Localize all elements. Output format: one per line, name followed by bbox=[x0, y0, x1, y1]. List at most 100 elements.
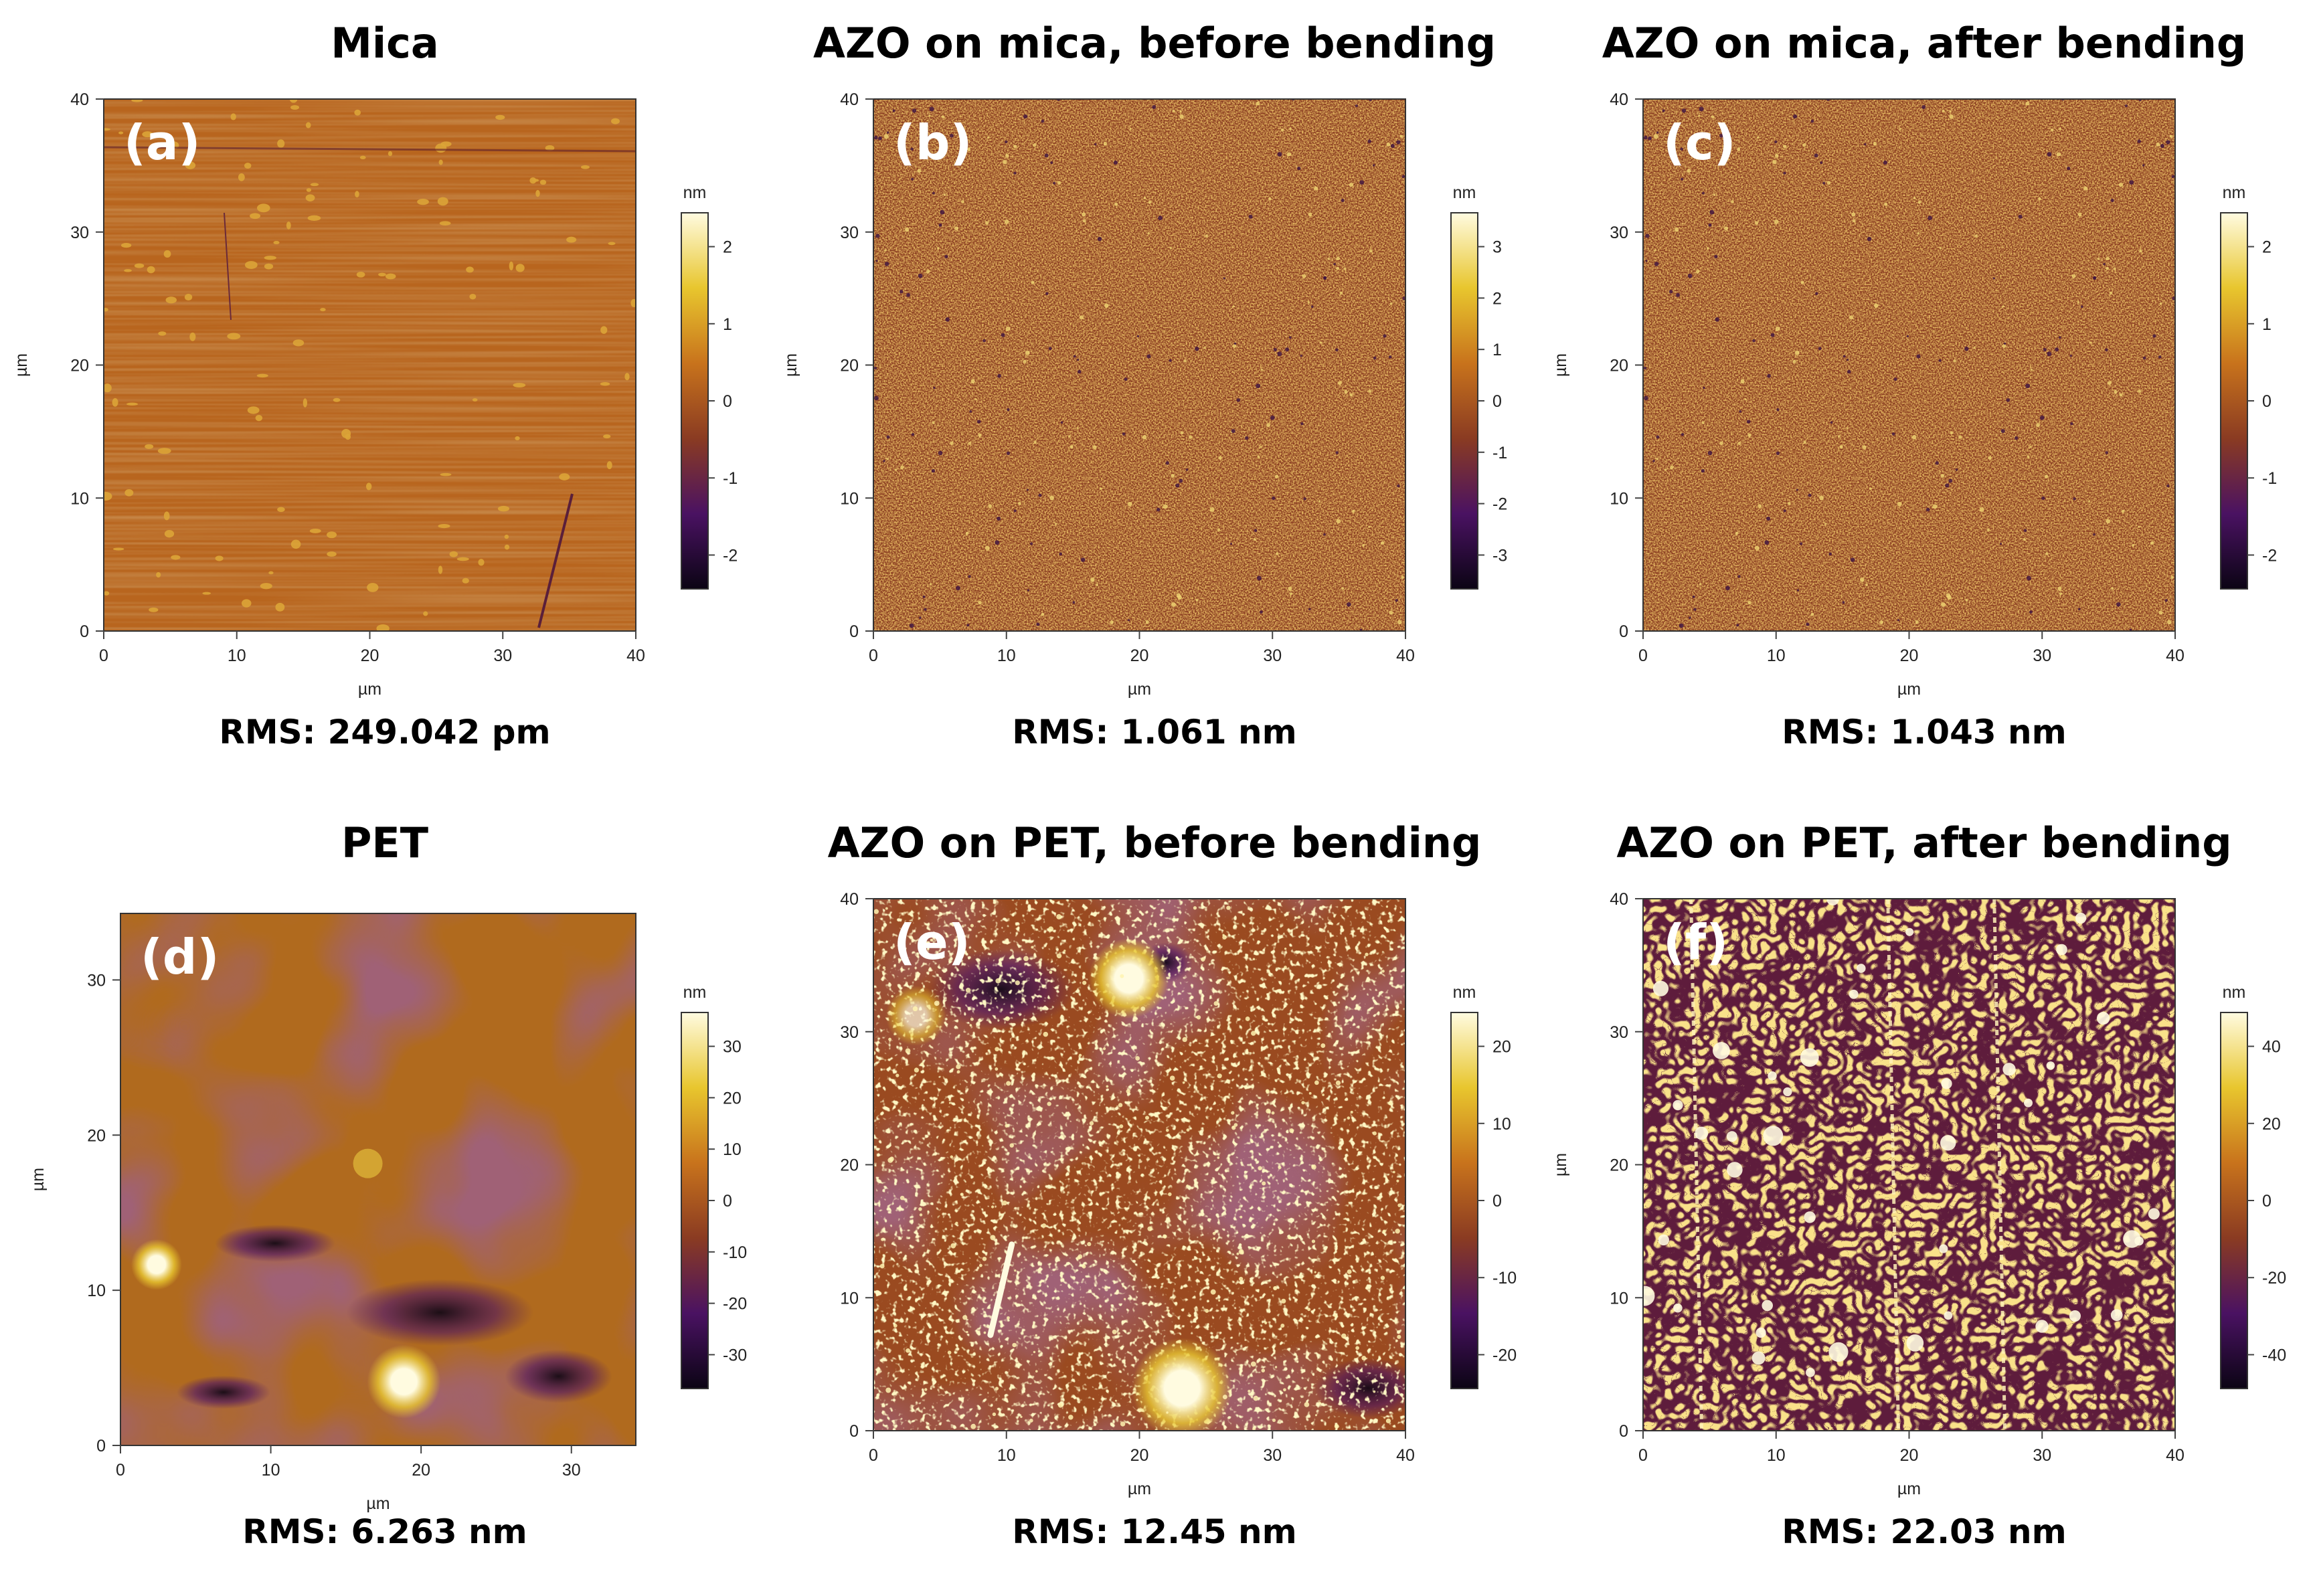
panel-title: AZO on mica, after bending bbox=[1602, 19, 2247, 68]
panel-letter: (e) bbox=[893, 914, 970, 970]
y-tick-label: 0 bbox=[1619, 622, 1628, 641]
x-tick-label: 30 bbox=[493, 646, 512, 665]
x-axis-label: µm bbox=[1897, 1480, 1921, 1498]
rms-label: RMS: bbox=[1012, 1512, 1109, 1551]
y-tick-label: 10 bbox=[1610, 1289, 1628, 1308]
colorbar-tick-label: -10 bbox=[723, 1243, 747, 1262]
x-tick-label: 0 bbox=[869, 1446, 878, 1465]
y-tick-label: 40 bbox=[70, 90, 89, 109]
colorbar-tick-label: -1 bbox=[2262, 469, 2277, 488]
colorbar-tick-label: -1 bbox=[723, 469, 738, 488]
y-tick-label: 0 bbox=[849, 1422, 859, 1441]
y-tick-label: 0 bbox=[80, 622, 89, 641]
x-axis-label: µm bbox=[1897, 680, 1921, 699]
colorbar-tick-label: -30 bbox=[723, 1346, 747, 1364]
colorbar-gradient bbox=[681, 212, 709, 590]
colorbar-unit: nm bbox=[683, 983, 707, 1002]
colorbar-tick-label: 10 bbox=[723, 1140, 742, 1159]
afm-plot: (f) 0 10 20 30 40 0 10 20 30 40 µm µm nm 40 20 0 -20 -40 bbox=[1551, 890, 2286, 1498]
x-tick-label: 20 bbox=[1130, 1446, 1149, 1465]
x-tick-label: 40 bbox=[2166, 646, 2185, 665]
colorbar-tick-label: -20 bbox=[2262, 1269, 2286, 1288]
colorbar-gradient bbox=[1450, 1012, 1478, 1389]
colorbar-tick-label: 2 bbox=[2262, 238, 2272, 257]
y-tick-label: 40 bbox=[1610, 890, 1628, 909]
colorbar-tick-label: 0 bbox=[723, 1192, 732, 1211]
colorbar-tick-label: 1 bbox=[1492, 341, 1502, 359]
x-tick-label: 30 bbox=[1263, 646, 1282, 665]
rms-value: 1.061 nm bbox=[1120, 713, 1297, 751]
rms-label: RMS: bbox=[1782, 713, 1879, 751]
x-tick-label: 40 bbox=[1396, 1446, 1415, 1465]
colorbar-tick-label: 20 bbox=[2262, 1115, 2281, 1134]
colorbar-gradient bbox=[681, 1012, 709, 1389]
panel-title: AZO on PET, after bending bbox=[1616, 818, 2232, 867]
x-axis-label: µm bbox=[366, 1494, 390, 1513]
colorbar-unit: nm bbox=[2223, 983, 2246, 1002]
panel-d: PET (d) 0 10 20 30 0 10 20 30 µm µm nm 30 20 10 0 -10 -20… bbox=[0, 800, 770, 1596]
colorbar-tick-label: -3 bbox=[1492, 546, 1507, 565]
x-tick-label: 10 bbox=[1767, 646, 1786, 665]
x-tick-label: 30 bbox=[2033, 1446, 2051, 1465]
y-tick-label: 10 bbox=[87, 1281, 106, 1300]
y-axis-label: µm bbox=[1551, 1153, 1570, 1176]
colorbar-tick-label: -1 bbox=[1492, 444, 1507, 462]
x-tick-label: 0 bbox=[1638, 646, 1648, 665]
afm-height-map bbox=[104, 99, 636, 631]
colorbar-tick-label: -20 bbox=[1492, 1346, 1517, 1364]
colorbar-tick-label: 0 bbox=[2262, 1192, 2272, 1211]
y-tick-label: 0 bbox=[849, 622, 859, 641]
y-tick-label: 30 bbox=[70, 224, 89, 242]
x-tick-label: 0 bbox=[99, 646, 108, 665]
y-tick-label: 40 bbox=[840, 890, 859, 909]
panel-letter: (d) bbox=[141, 929, 219, 985]
rms-label: RMS: bbox=[242, 1512, 339, 1551]
rms-readout: RMS: 249.042 pm bbox=[0, 713, 770, 751]
x-tick-label: 10 bbox=[228, 646, 246, 665]
panel-e: AZO on PET, before bending (e) 0 10 20 30 40 0… bbox=[770, 800, 1539, 1596]
colorbar-unit: nm bbox=[1453, 183, 1476, 202]
y-tick-label: 20 bbox=[1610, 1156, 1628, 1175]
x-tick-label: 20 bbox=[412, 1461, 430, 1480]
afm-height-map bbox=[873, 899, 1405, 1431]
y-tick-label: 30 bbox=[1610, 1023, 1628, 1042]
y-tick-label: 0 bbox=[1619, 1422, 1628, 1441]
colorbar-tick-label: -40 bbox=[2262, 1346, 2286, 1364]
panel-title: Mica bbox=[331, 19, 439, 68]
colorbar: nm 2 1 0 -1 -2 bbox=[2220, 183, 2277, 590]
panel-title: PET bbox=[341, 818, 429, 867]
rms-value: 249.042 pm bbox=[327, 713, 551, 751]
afm-plot: (d) 0 10 20 30 0 10 20 30 µm µm nm 30 20 10 0 -10 -20 -30 bbox=[29, 913, 747, 1513]
y-tick-label: 20 bbox=[70, 357, 89, 375]
rms-value: 1.043 nm bbox=[1890, 713, 2067, 751]
rms-readout: RMS: 6.263 nm bbox=[0, 1512, 770, 1551]
panel-letter: (a) bbox=[124, 114, 200, 171]
x-tick-label: 40 bbox=[626, 646, 645, 665]
x-axis-label: µm bbox=[1128, 1480, 1151, 1498]
colorbar: nm 2 1 0 -1 -2 bbox=[681, 183, 738, 590]
panel-c: AZO on mica, after bending (c) 0 10 20 30 40 0… bbox=[1539, 0, 2309, 796]
x-tick-label: 0 bbox=[1638, 1446, 1648, 1465]
panel-letter: (b) bbox=[893, 114, 972, 171]
x-tick-label: 20 bbox=[1900, 1446, 1919, 1465]
colorbar-tick-label: 2 bbox=[1492, 289, 1502, 308]
colorbar: nm 20 10 0 -10 -20 bbox=[1450, 983, 1517, 1389]
x-axis-label: µm bbox=[1128, 680, 1151, 699]
rms-value: 12.45 nm bbox=[1120, 1512, 1297, 1551]
x-tick-label: 10 bbox=[1767, 1446, 1786, 1465]
colorbar-gradient bbox=[2220, 212, 2248, 590]
afm-height-map bbox=[1643, 99, 2175, 631]
colorbar-tick-label: 20 bbox=[723, 1089, 742, 1107]
colorbar-tick-label: 1 bbox=[723, 315, 732, 334]
colorbar-tick-label: -20 bbox=[723, 1295, 747, 1314]
x-tick-label: 10 bbox=[997, 1446, 1016, 1465]
colorbar-tick-label: -2 bbox=[1492, 495, 1507, 514]
afm-height-map bbox=[120, 913, 636, 1445]
colorbar-tick-label: 0 bbox=[1492, 1192, 1502, 1211]
rms-label: RMS: bbox=[1012, 713, 1109, 751]
x-tick-label: 30 bbox=[1263, 1446, 1282, 1465]
colorbar-tick-label: 2 bbox=[723, 238, 732, 257]
colorbar-tick-label: 0 bbox=[2262, 392, 2272, 411]
